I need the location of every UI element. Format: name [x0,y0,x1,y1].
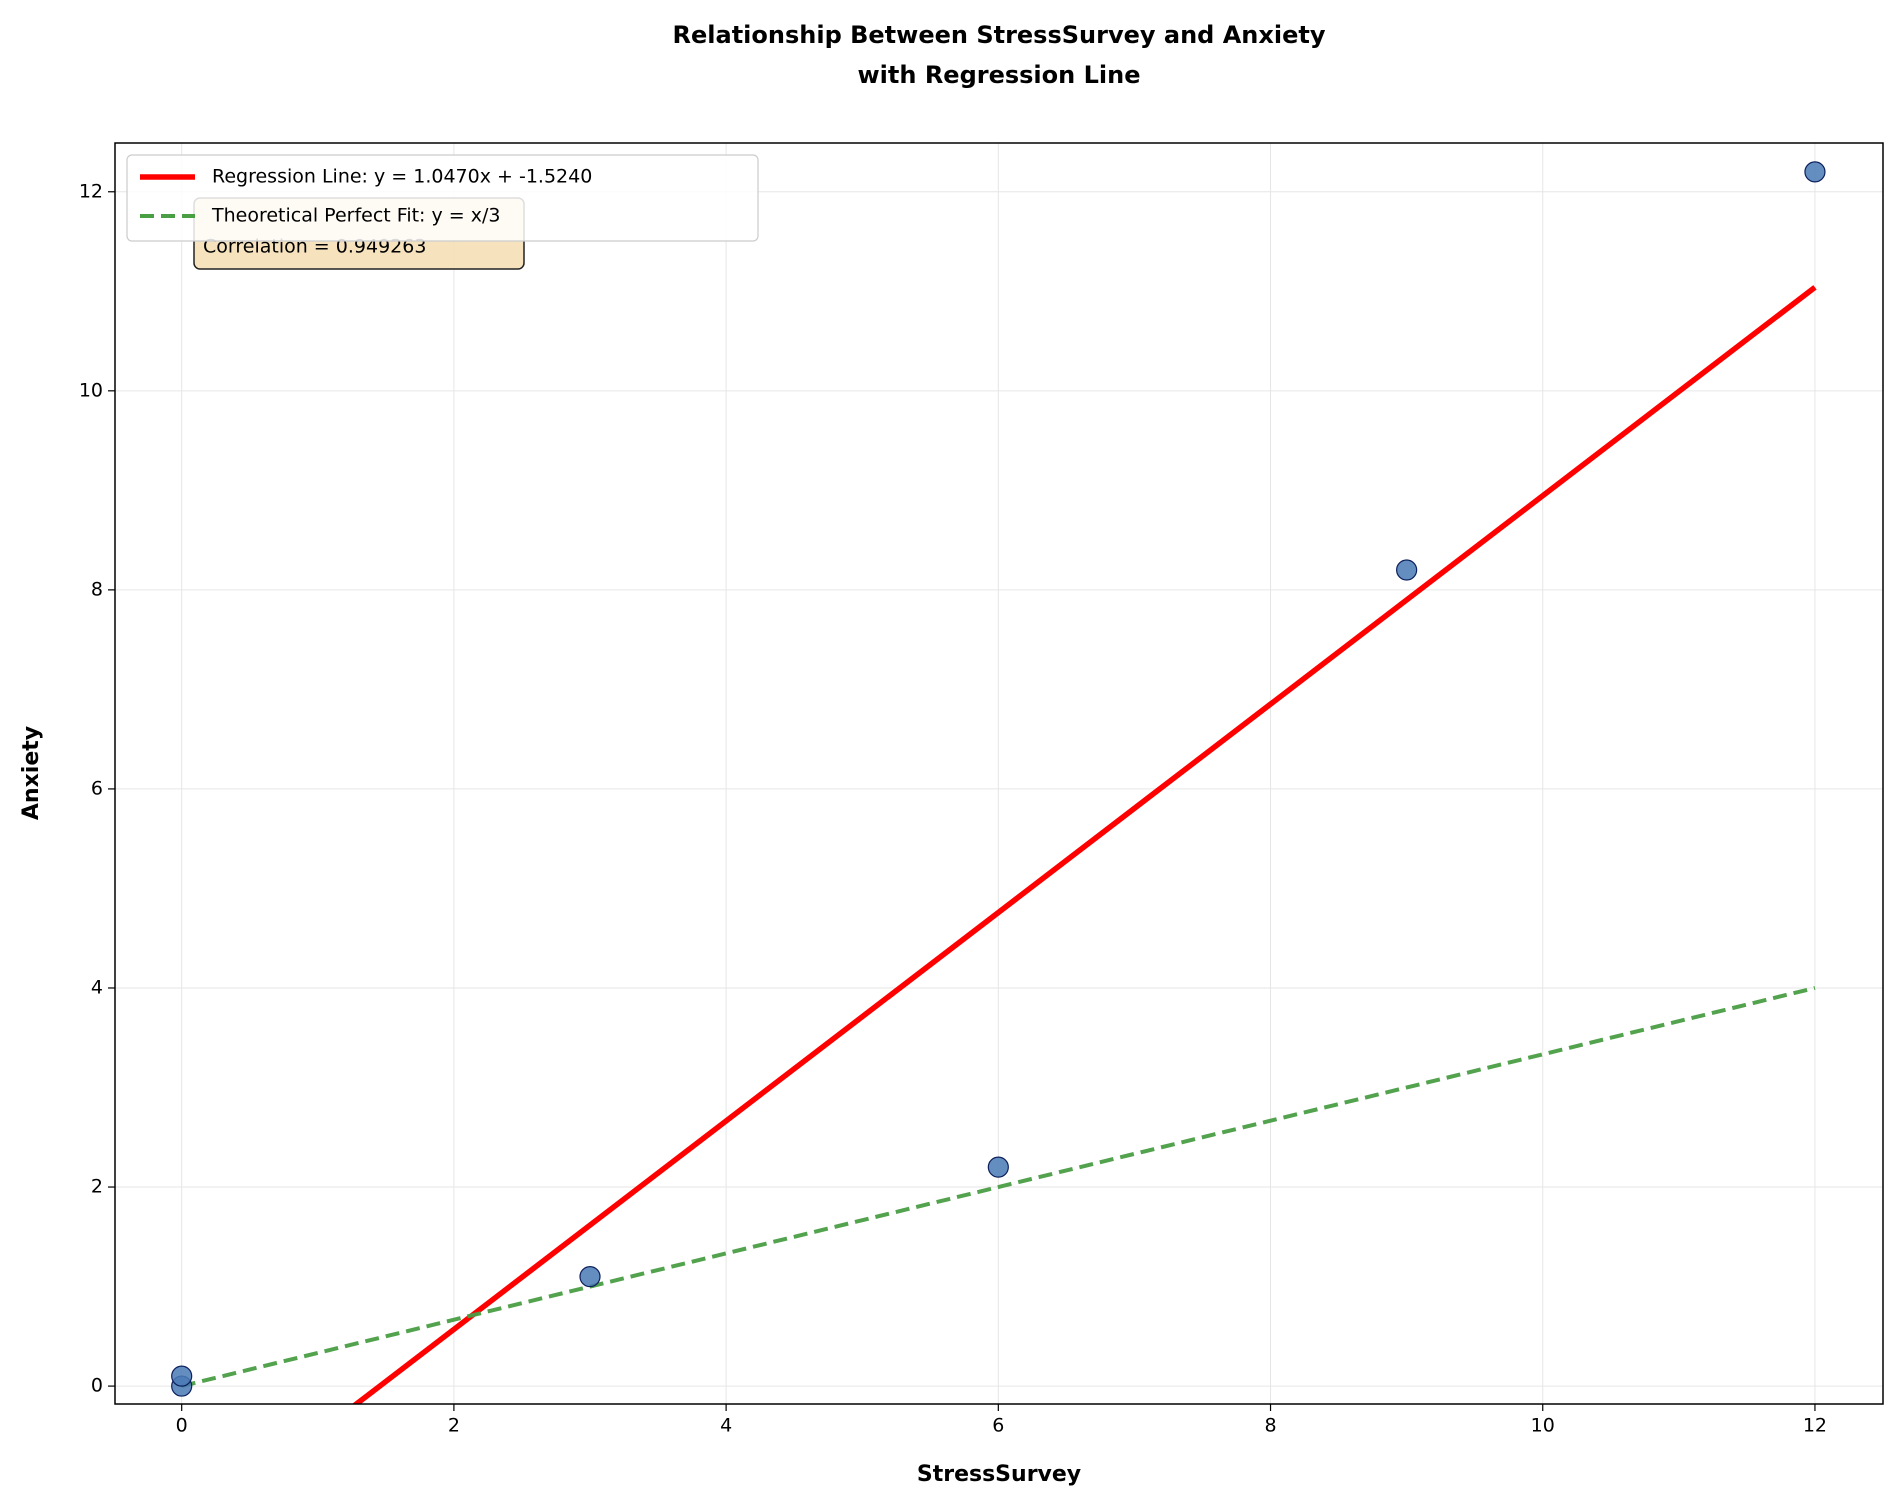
y-tick-label: 6 [91,777,103,799]
plot-frame [114,142,1884,1405]
scatter-point [171,1365,193,1387]
y-tick-label: 10 [79,379,103,401]
y-tick-label: 4 [91,976,103,998]
x-tick-label: 8 [1264,1415,1276,1437]
y-tick-label: 8 [91,578,103,600]
line-series [351,285,1817,1404]
chart-title: Relationship Between StressSurvey and An… [673,21,1326,49]
x-tick-label: 10 [1531,1415,1555,1437]
x-tick-label: 6 [992,1415,1004,1437]
y-tick-label: 0 [91,1375,103,1397]
x-tick-label: 0 [176,1415,188,1437]
legend-box [126,154,759,242]
y-tick-label: 2 [91,1176,103,1198]
scatter-point [1396,559,1418,581]
x-axis-label: StressSurvey [917,1462,1081,1487]
scatter-point [579,1266,601,1288]
x-tick-label: 12 [1803,1415,1827,1437]
y-tick-label: 12 [79,180,103,202]
legend-label: Regression Line: y = 1.0470x + -1.5240 [212,166,592,188]
legend-label: Theoretical Perfect Fit: y = x/3 [211,205,500,227]
scatter-point [1804,161,1826,183]
y-axis-label: Anxiety [19,726,44,820]
chart-title: with Regression Line [858,61,1141,89]
scatter-point [987,1156,1009,1178]
x-tick-label: 4 [720,1415,732,1437]
x-tick-label: 2 [448,1415,460,1437]
line-series [181,986,1816,1389]
plot-area [171,161,1826,1404]
